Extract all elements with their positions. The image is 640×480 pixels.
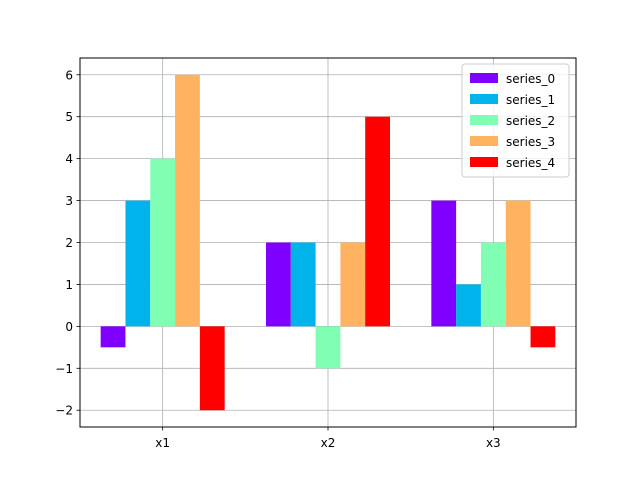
bar-series_2-x3 (480, 242, 506, 327)
bar-series_2-x1 (150, 158, 176, 327)
x-tick-label: x3 (486, 436, 501, 450)
legend-label-series_0: series_0 (506, 72, 555, 86)
bar-series_1-x1 (125, 200, 151, 327)
legend-swatch-series_0 (470, 73, 498, 83)
legend-label-series_1: series_1 (506, 93, 555, 107)
bar-series_1-x3 (456, 284, 481, 327)
ticks-layer: −2 −1 0 1 2 3 4 5 6 x1 x2 x3 (55, 68, 500, 450)
bar-series_3-x1 (175, 74, 200, 327)
legend-label-series_2: series_2 (506, 114, 555, 128)
y-tick-label: 2 (65, 236, 73, 250)
legend-box (461, 63, 570, 178)
bar-series_0-x2 (266, 242, 291, 327)
legend: series_0 series_1 series_2 series_3 series_4 (461, 63, 570, 178)
legend-swatch-series_4 (470, 157, 498, 167)
y-tick-label: 4 (65, 152, 73, 166)
legend-swatch-series_1 (470, 94, 498, 104)
bar-series_3-x2 (340, 242, 366, 327)
y-tick-label: −2 (55, 404, 73, 418)
y-tick-label: 5 (65, 110, 73, 124)
x-tick-label: x1 (155, 436, 170, 450)
bar-series_1-x2 (290, 242, 316, 327)
legend-swatch-series_2 (470, 115, 498, 125)
bar-series_4-x1 (199, 326, 225, 411)
bars-layer (100, 74, 556, 411)
bar-series_4-x3 (530, 326, 556, 348)
legend-label-series_4: series_4 (506, 156, 555, 170)
bar-series_4-x2 (365, 116, 390, 327)
y-tick-label: 1 (65, 278, 73, 292)
y-tick-label: 0 (65, 320, 73, 334)
y-tick-label: −1 (55, 362, 73, 376)
y-tick-label: 6 (65, 68, 73, 82)
bar-series_0-x1 (100, 326, 126, 348)
bar-series_0-x3 (431, 200, 457, 327)
legend-swatch-series_3 (470, 136, 498, 146)
x-tick-label: x2 (321, 436, 336, 450)
bar-series_3-x3 (505, 200, 531, 327)
legend-label-series_3: series_3 (506, 135, 555, 149)
y-tick-label: 3 (65, 194, 73, 208)
bar-series_2-x2 (315, 326, 341, 369)
